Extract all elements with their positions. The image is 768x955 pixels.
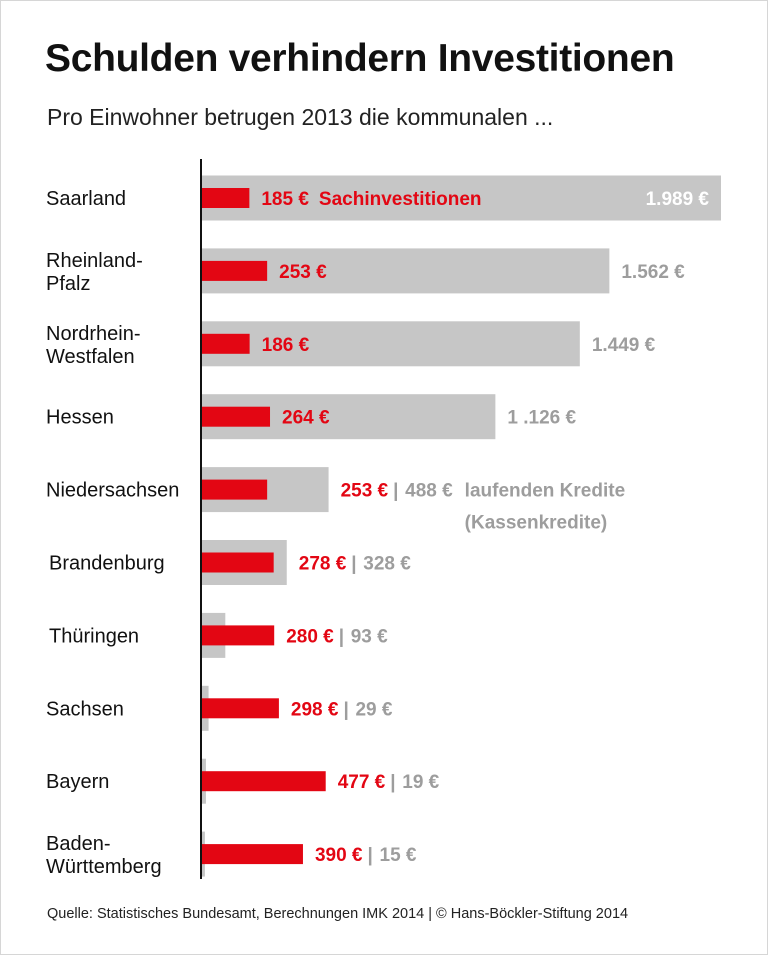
red-bar — [201, 188, 250, 208]
red-value-label: 280 € — [286, 626, 334, 647]
separator: | — [343, 699, 348, 720]
gray-value-label: 93 € — [351, 626, 388, 647]
category-label: Westfalen — [46, 346, 135, 368]
category-label: Sachsen — [46, 698, 124, 720]
separator: | — [390, 772, 395, 793]
chart-title: Schulden verhindern Investitionen — [45, 37, 675, 80]
red-value-label: 390 € — [315, 845, 363, 866]
category-label: Thüringen — [49, 625, 139, 647]
separator: | — [393, 481, 398, 502]
gray-bar — [201, 175, 721, 221]
separator: | — [351, 554, 356, 575]
category-label: Nordrhein- — [46, 323, 140, 345]
series-label-kassenkredite: (Kassenkredite) — [465, 513, 608, 534]
gray-bar — [201, 321, 580, 367]
gray-value-label: 19 € — [402, 772, 439, 793]
red-bar — [201, 406, 271, 427]
red-bar — [201, 333, 250, 354]
red-value-label: 253 € — [279, 262, 327, 283]
red-bar — [201, 479, 268, 500]
gray-value-label: 1.562 € — [621, 262, 685, 283]
gray-value-label: 1.449 € — [592, 335, 656, 356]
red-value-label: 186 € — [262, 335, 310, 356]
category-label: Brandenburg — [49, 553, 165, 575]
red-bar — [201, 260, 268, 281]
series-label-sachinvestitionen: Sachinvestitionen — [319, 189, 482, 210]
category-label: Bayern — [46, 771, 109, 793]
gray-value-label: 1 .126 € — [507, 408, 576, 429]
red-bar — [201, 844, 303, 865]
red-bar — [201, 698, 279, 719]
gray-value-label: 29 € — [355, 699, 392, 720]
red-value-label: 278 € — [299, 554, 347, 575]
separator: | — [368, 845, 373, 866]
red-bar — [201, 771, 326, 792]
category-label: Saarland — [46, 188, 126, 210]
series-label-kredite: laufenden Kredite — [465, 481, 625, 502]
gray-value-label: 328 € — [363, 554, 411, 575]
category-label: Pfalz — [46, 273, 90, 295]
red-value-label: 185 € — [261, 189, 309, 210]
red-bar — [201, 625, 275, 646]
red-value-label: 253 € — [341, 481, 389, 502]
red-value-label: 477 € — [338, 772, 386, 793]
gray-bar — [201, 248, 610, 294]
gray-value-label: 1.989 € — [646, 189, 710, 210]
category-label: Rheinland- — [46, 250, 143, 272]
chart-subtitle: Pro Einwohner betrugen 2013 die kommunal… — [47, 104, 554, 130]
gray-value-label: 15 € — [380, 845, 417, 866]
category-label: Württemberg — [46, 856, 162, 878]
red-value-label: 298 € — [291, 699, 339, 720]
category-label: Hessen — [46, 407, 114, 429]
category-label: Niedersachsen — [46, 480, 179, 502]
source-note: Quelle: Statistisches Bundesamt, Berechn… — [47, 906, 629, 922]
gray-value-label: 488 € — [405, 481, 453, 502]
separator: | — [339, 626, 344, 647]
category-label: Baden- — [46, 833, 111, 855]
red-value-label: 264 € — [282, 408, 330, 429]
red-bar — [201, 552, 274, 573]
